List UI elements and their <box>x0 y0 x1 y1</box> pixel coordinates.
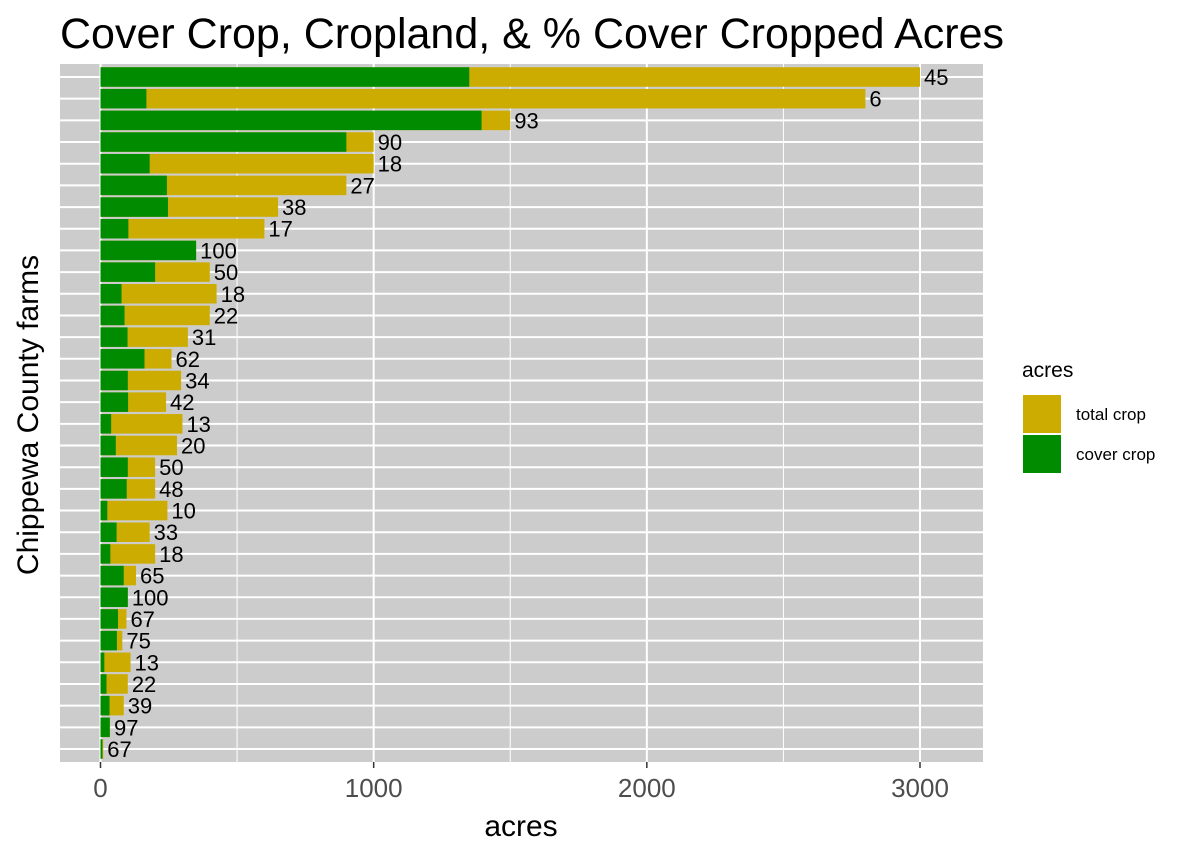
bar-total-crop <box>100 544 156 564</box>
bar-cover-crop <box>100 587 128 608</box>
percent-label: 33 <box>154 520 178 545</box>
percent-label: 45 <box>924 65 948 90</box>
bar-cover-crop <box>100 392 129 412</box>
percent-label: 39 <box>128 694 152 719</box>
percent-label: 97 <box>114 715 138 740</box>
percent-label: 18 <box>378 152 402 177</box>
percent-label: 48 <box>159 477 183 502</box>
bar-cover-crop <box>100 630 117 651</box>
legend-label: cover crop <box>1076 445 1155 464</box>
percent-label: 10 <box>171 499 195 524</box>
bar-cover-crop <box>100 695 110 716</box>
x-axis-title: acres <box>484 810 557 843</box>
bar-cover-crop <box>100 67 470 87</box>
percent-label: 67 <box>107 737 131 762</box>
chart-title: Cover Crop, Cropland, & % Cover Cropped … <box>60 10 1004 58</box>
percent-label: 27 <box>350 173 374 198</box>
percent-label: 13 <box>135 650 159 675</box>
bar-cover-crop <box>100 110 482 131</box>
percent-label: 90 <box>378 130 402 155</box>
bar-cover-crop <box>100 565 124 586</box>
bar-total-crop <box>100 500 168 521</box>
x-tick-label: 0 <box>93 773 107 803</box>
bar-cover-crop <box>100 218 129 239</box>
bar-cover-crop <box>100 197 168 217</box>
legend-title: acres <box>1022 359 1073 382</box>
percent-label: 93 <box>514 108 538 133</box>
percent-label: 17 <box>268 217 292 242</box>
bar-cover-crop <box>100 544 111 564</box>
bar-cover-crop <box>100 500 108 521</box>
bar-cover-crop <box>100 717 110 738</box>
bar-cover-crop <box>100 674 107 694</box>
percent-label: 75 <box>126 629 150 654</box>
percent-label: 67 <box>130 607 154 632</box>
legend-key <box>1023 395 1061 433</box>
bar-cover-crop <box>100 609 118 629</box>
bar-cover-crop <box>100 240 197 261</box>
percent-label: 65 <box>140 564 164 589</box>
bar-cover-crop <box>100 652 105 673</box>
bar-total-crop <box>100 218 265 239</box>
legend: acres total crop cover crop <box>1022 359 1155 473</box>
bar-cover-crop <box>100 132 347 152</box>
bar-cover-crop <box>100 435 116 456</box>
bar-total-crop <box>100 652 131 673</box>
percent-label: 100 <box>200 238 237 263</box>
legend-key <box>1023 435 1061 473</box>
bar-total-crop <box>100 435 177 456</box>
bar-cover-crop <box>100 327 128 347</box>
x-tick-label: 2000 <box>618 773 676 803</box>
bar-cover-crop <box>100 175 167 196</box>
percent-label: 22 <box>214 303 238 328</box>
bar-cover-crop <box>100 739 103 759</box>
percent-label: 42 <box>170 390 194 415</box>
percent-label: 62 <box>176 347 200 372</box>
bar-cover-crop <box>100 305 125 326</box>
bar-cover-crop <box>100 284 122 304</box>
bar-cover-crop <box>100 349 145 369</box>
x-tick-label: 1000 <box>345 773 403 803</box>
bar-total-crop <box>100 674 128 694</box>
percent-label: 18 <box>159 542 183 567</box>
bar-cover-crop <box>100 479 127 499</box>
x-axis-ticks: 0 1000 2000 3000 <box>93 762 949 803</box>
percent-label: 38 <box>282 195 306 220</box>
legend-label: total crop <box>1076 405 1146 424</box>
bar-total-crop <box>100 284 217 304</box>
percent-label: 13 <box>186 412 210 437</box>
bar-total-crop <box>100 414 183 434</box>
percent-label: 20 <box>181 434 205 459</box>
bar-total-crop <box>100 153 374 174</box>
bar-cover-crop <box>100 88 147 109</box>
percent-label: 50 <box>214 260 238 285</box>
percent-label: 50 <box>159 455 183 480</box>
plot-panel: 4569390182738171005018223162344213205048… <box>60 64 983 762</box>
bar-cover-crop <box>100 262 156 282</box>
percent-label: 22 <box>132 672 156 697</box>
bar-cover-crop <box>100 457 128 477</box>
percent-label: 6 <box>869 87 881 112</box>
percent-label: 34 <box>185 368 209 393</box>
bar-cover-crop <box>100 414 112 434</box>
bar-cover-crop <box>100 153 150 174</box>
bar-cover-crop <box>100 370 128 391</box>
bar-cover-crop <box>100 522 117 542</box>
bar-total-crop <box>100 88 866 109</box>
x-tick-label: 3000 <box>891 773 949 803</box>
percent-label: 31 <box>192 325 216 350</box>
percent-label: 18 <box>221 282 245 307</box>
bar-total-crop <box>100 305 210 326</box>
percent-label: 100 <box>132 585 169 610</box>
y-axis-title: Chippewa County farms <box>12 255 45 575</box>
